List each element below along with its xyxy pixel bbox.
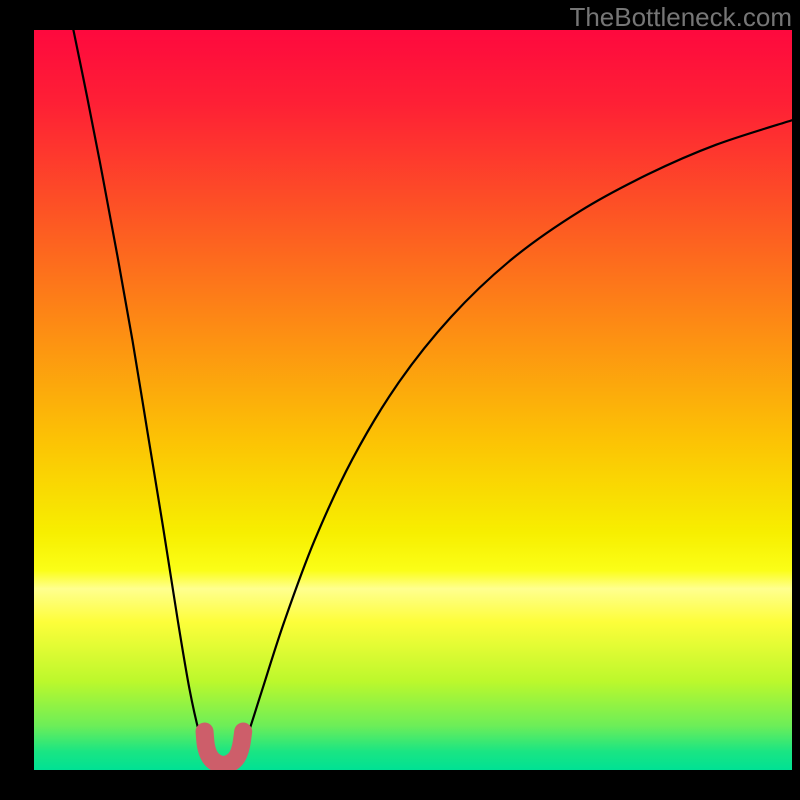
plot-area bbox=[34, 30, 792, 770]
bottleneck-chart-svg bbox=[34, 30, 792, 770]
watermark-text: TheBottleneck.com bbox=[569, 2, 792, 33]
gradient-background bbox=[34, 30, 792, 770]
